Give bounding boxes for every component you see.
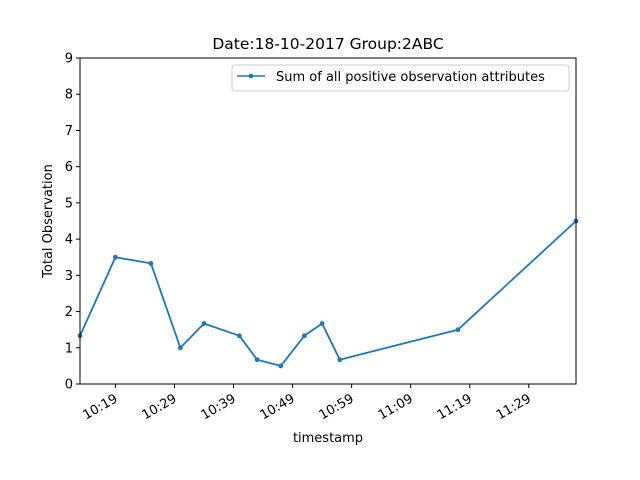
y-tick-label: 1 xyxy=(65,341,73,356)
legend-label: Sum of all positive observation attribut… xyxy=(276,70,545,85)
data-point xyxy=(319,321,325,326)
y-tick-label: 6 xyxy=(65,160,73,175)
chart-title: Date:18-10-2017 Group:2ABC xyxy=(212,35,443,53)
y-tick-label: 3 xyxy=(65,269,73,284)
legend-point-marker xyxy=(248,73,254,79)
data-point xyxy=(201,321,207,326)
data-point xyxy=(302,333,307,339)
data-point xyxy=(337,357,343,363)
y-tick-label: 9 xyxy=(65,52,73,67)
data-point xyxy=(278,363,284,369)
y-tick-label: 5 xyxy=(65,196,73,211)
y-tick-label: 0 xyxy=(65,378,73,393)
legend: Sum of all positive observation attribut… xyxy=(231,64,570,92)
data-point xyxy=(178,345,183,351)
data-point xyxy=(148,261,154,266)
y-tick-label: 7 xyxy=(65,124,73,139)
data-point xyxy=(254,357,260,363)
y-tick-label: 8 xyxy=(65,88,73,103)
plot-frame xyxy=(79,57,577,385)
data-point xyxy=(455,327,461,333)
x-axis-label: timestamp xyxy=(293,431,363,446)
y-tick-label: 2 xyxy=(65,305,73,320)
data-point xyxy=(113,254,118,260)
data-point xyxy=(237,333,242,339)
y-axis-label: Total Observation xyxy=(41,164,56,279)
y-tick-label: 4 xyxy=(65,233,73,248)
legend-box xyxy=(231,64,570,92)
